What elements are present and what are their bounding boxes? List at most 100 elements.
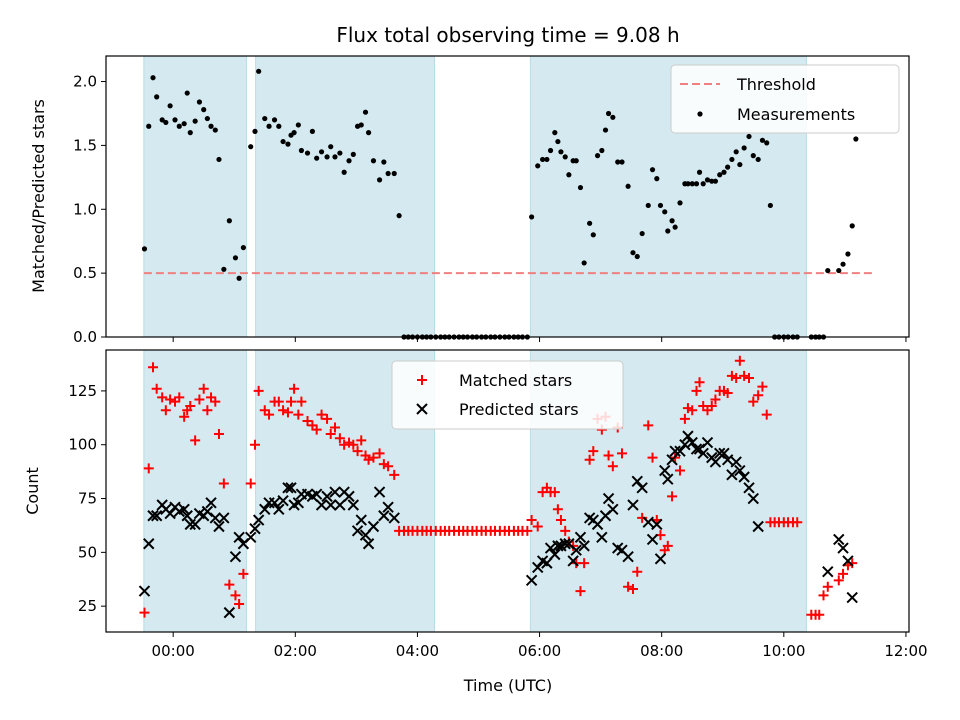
measurement-point xyxy=(587,220,593,226)
predicted-star-point xyxy=(277,494,289,507)
matched-star-point xyxy=(616,448,627,459)
predicted-star-point xyxy=(738,471,750,483)
x-tick-label: 06:00 xyxy=(518,642,561,660)
predicted-star-point xyxy=(718,447,730,460)
matched-star-point xyxy=(623,581,634,592)
measurement-point xyxy=(181,121,187,127)
measurement-point xyxy=(141,246,148,252)
top-panel: 0.0 0.5 1.0 1.5 2.0 Threshold Measurements xyxy=(73,55,910,346)
predicted-star-point xyxy=(229,550,242,563)
matched-star-point xyxy=(744,372,755,383)
predicted-star-point xyxy=(636,482,648,494)
legend-matched-label: Matched stars xyxy=(459,371,572,390)
measurement-point xyxy=(709,178,715,184)
measurement-point xyxy=(236,275,242,281)
predicted-star-point xyxy=(205,497,217,509)
measurement-point xyxy=(212,127,218,133)
predicted-star-point xyxy=(752,520,764,533)
measurement-point xyxy=(737,161,743,168)
measurement-point xyxy=(150,75,156,81)
predicted-star-point xyxy=(544,542,557,554)
measurement-point xyxy=(391,170,397,177)
matched-star-point xyxy=(348,439,359,450)
measurement-point xyxy=(566,172,572,178)
matched-star-point xyxy=(679,413,690,424)
measurement-point xyxy=(562,154,568,160)
legend-box xyxy=(391,360,624,430)
measurement-point xyxy=(544,156,550,163)
measurement-point xyxy=(187,130,193,136)
measurement-point xyxy=(696,169,703,175)
measurement-point xyxy=(669,218,675,224)
x-tick-label: 08:00 xyxy=(640,642,683,660)
matched-star-point xyxy=(526,515,537,526)
predicted-star-point xyxy=(721,454,734,466)
predicted-star-point xyxy=(659,464,671,477)
predicted-star-point xyxy=(669,445,681,457)
matched-star-point xyxy=(264,409,275,420)
measurement-point xyxy=(365,130,372,136)
measurement-point xyxy=(248,144,254,150)
matched-star-point xyxy=(238,568,249,579)
predicted-star-point xyxy=(602,492,615,505)
predicted-star-point xyxy=(189,518,201,531)
predicted-star-point xyxy=(622,550,634,563)
measurement-point xyxy=(619,159,625,165)
measurement-point xyxy=(167,103,173,109)
predicted-star-point xyxy=(747,492,759,505)
x-tick-label: 02:00 xyxy=(274,642,317,660)
bottom-y-tick-label: 25 xyxy=(78,597,97,615)
predicted-star-point xyxy=(209,512,222,524)
predicted-star-point xyxy=(607,503,619,516)
matched-star-point xyxy=(579,558,590,569)
matched-star-point xyxy=(632,566,643,577)
matched-star-point xyxy=(213,428,224,439)
measurement-point xyxy=(573,158,579,164)
predicted-star-point xyxy=(596,531,608,543)
measurement-point xyxy=(836,267,842,274)
predicted-star-point xyxy=(164,507,176,520)
predicted-star-point xyxy=(259,503,271,516)
matched-star-point xyxy=(273,396,284,407)
measurement-point xyxy=(304,150,311,156)
top-y-tick-label: 0.5 xyxy=(73,264,97,282)
matched-star-point xyxy=(706,400,717,411)
predicted-star-point xyxy=(321,490,333,503)
predicted-star-point xyxy=(213,520,225,533)
matched-star-point xyxy=(325,428,336,439)
legend-predicted-swatch xyxy=(416,403,428,415)
predicted-star-point xyxy=(631,475,643,488)
top-shaded-interval xyxy=(143,55,247,338)
predicted-star-point xyxy=(138,585,151,597)
predicted-star-point xyxy=(730,456,742,468)
predicted-star-point xyxy=(525,574,538,587)
measurement-point xyxy=(309,128,315,134)
matched-star-point xyxy=(575,586,586,597)
predicted-star-point xyxy=(627,499,639,511)
measurement-point xyxy=(208,123,214,129)
measurement-point xyxy=(825,267,831,274)
matched-star-point xyxy=(722,388,733,399)
measurement-point xyxy=(535,163,541,169)
matched-star-point xyxy=(374,448,385,459)
matched-star-point xyxy=(329,422,340,433)
measurement-point xyxy=(630,250,636,256)
predicted-star-point xyxy=(578,540,590,552)
predicted-star-point xyxy=(143,538,155,550)
measurement-point xyxy=(764,140,770,146)
matched-star-point xyxy=(757,381,768,392)
x-tick-label: 04:00 xyxy=(396,642,439,660)
predicted-star-point xyxy=(726,469,738,481)
matched-star-point xyxy=(157,392,168,403)
measurement-point xyxy=(755,156,761,163)
predicted-star-point xyxy=(842,555,854,567)
measurement-point xyxy=(204,115,210,122)
top-y-axis-label: Matched/Predicted stars xyxy=(29,99,48,293)
predicted-star-point xyxy=(218,512,230,524)
matched-star-point xyxy=(356,435,367,446)
predicted-star-point xyxy=(150,510,163,522)
measurement-point xyxy=(252,128,258,134)
predicted-star-point xyxy=(833,533,845,546)
matched-star-point xyxy=(143,463,154,474)
